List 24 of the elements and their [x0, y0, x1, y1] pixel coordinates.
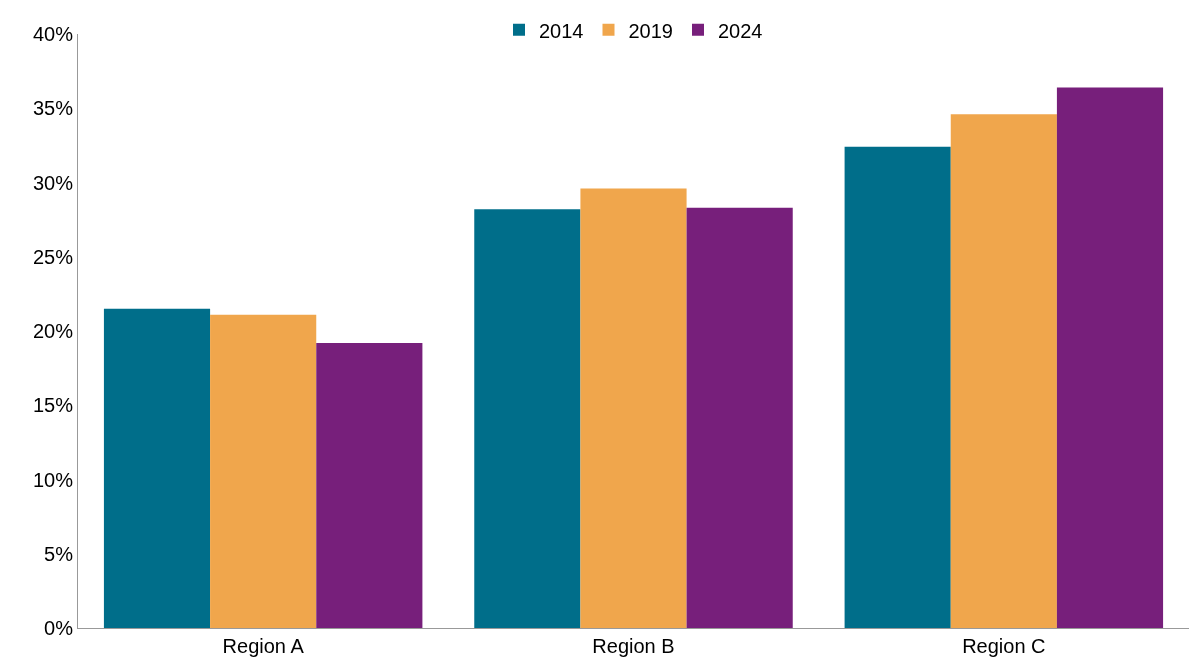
legend-label: 2019 — [628, 19, 673, 42]
bar — [844, 146, 951, 628]
bar — [316, 342, 423, 628]
legend-label: 2024 — [718, 19, 763, 42]
bar — [1056, 87, 1164, 628]
y-tick-label: 10% — [32, 468, 74, 491]
y-tick-label: 25% — [32, 245, 74, 268]
y-tick-label: 0% — [44, 617, 74, 639]
x-tick-label: Region B — [592, 635, 675, 657]
y-tick-label: 5% — [44, 542, 74, 565]
y-tick-label: 35% — [32, 97, 74, 120]
bar — [210, 314, 317, 628]
bar — [686, 207, 793, 628]
x-tick-label: Region A — [222, 635, 305, 657]
bar — [580, 188, 687, 628]
x-tick-label: Region C — [962, 635, 1046, 657]
y-tick-label: 20% — [32, 320, 74, 342]
y-tick-label: 40% — [32, 23, 74, 45]
y-tick-label: 30% — [32, 171, 74, 194]
bar — [474, 209, 581, 628]
bar — [103, 308, 211, 628]
y-tick-label: 15% — [32, 394, 74, 417]
legend-label: 2014 — [539, 19, 584, 42]
bar — [950, 114, 1057, 628]
